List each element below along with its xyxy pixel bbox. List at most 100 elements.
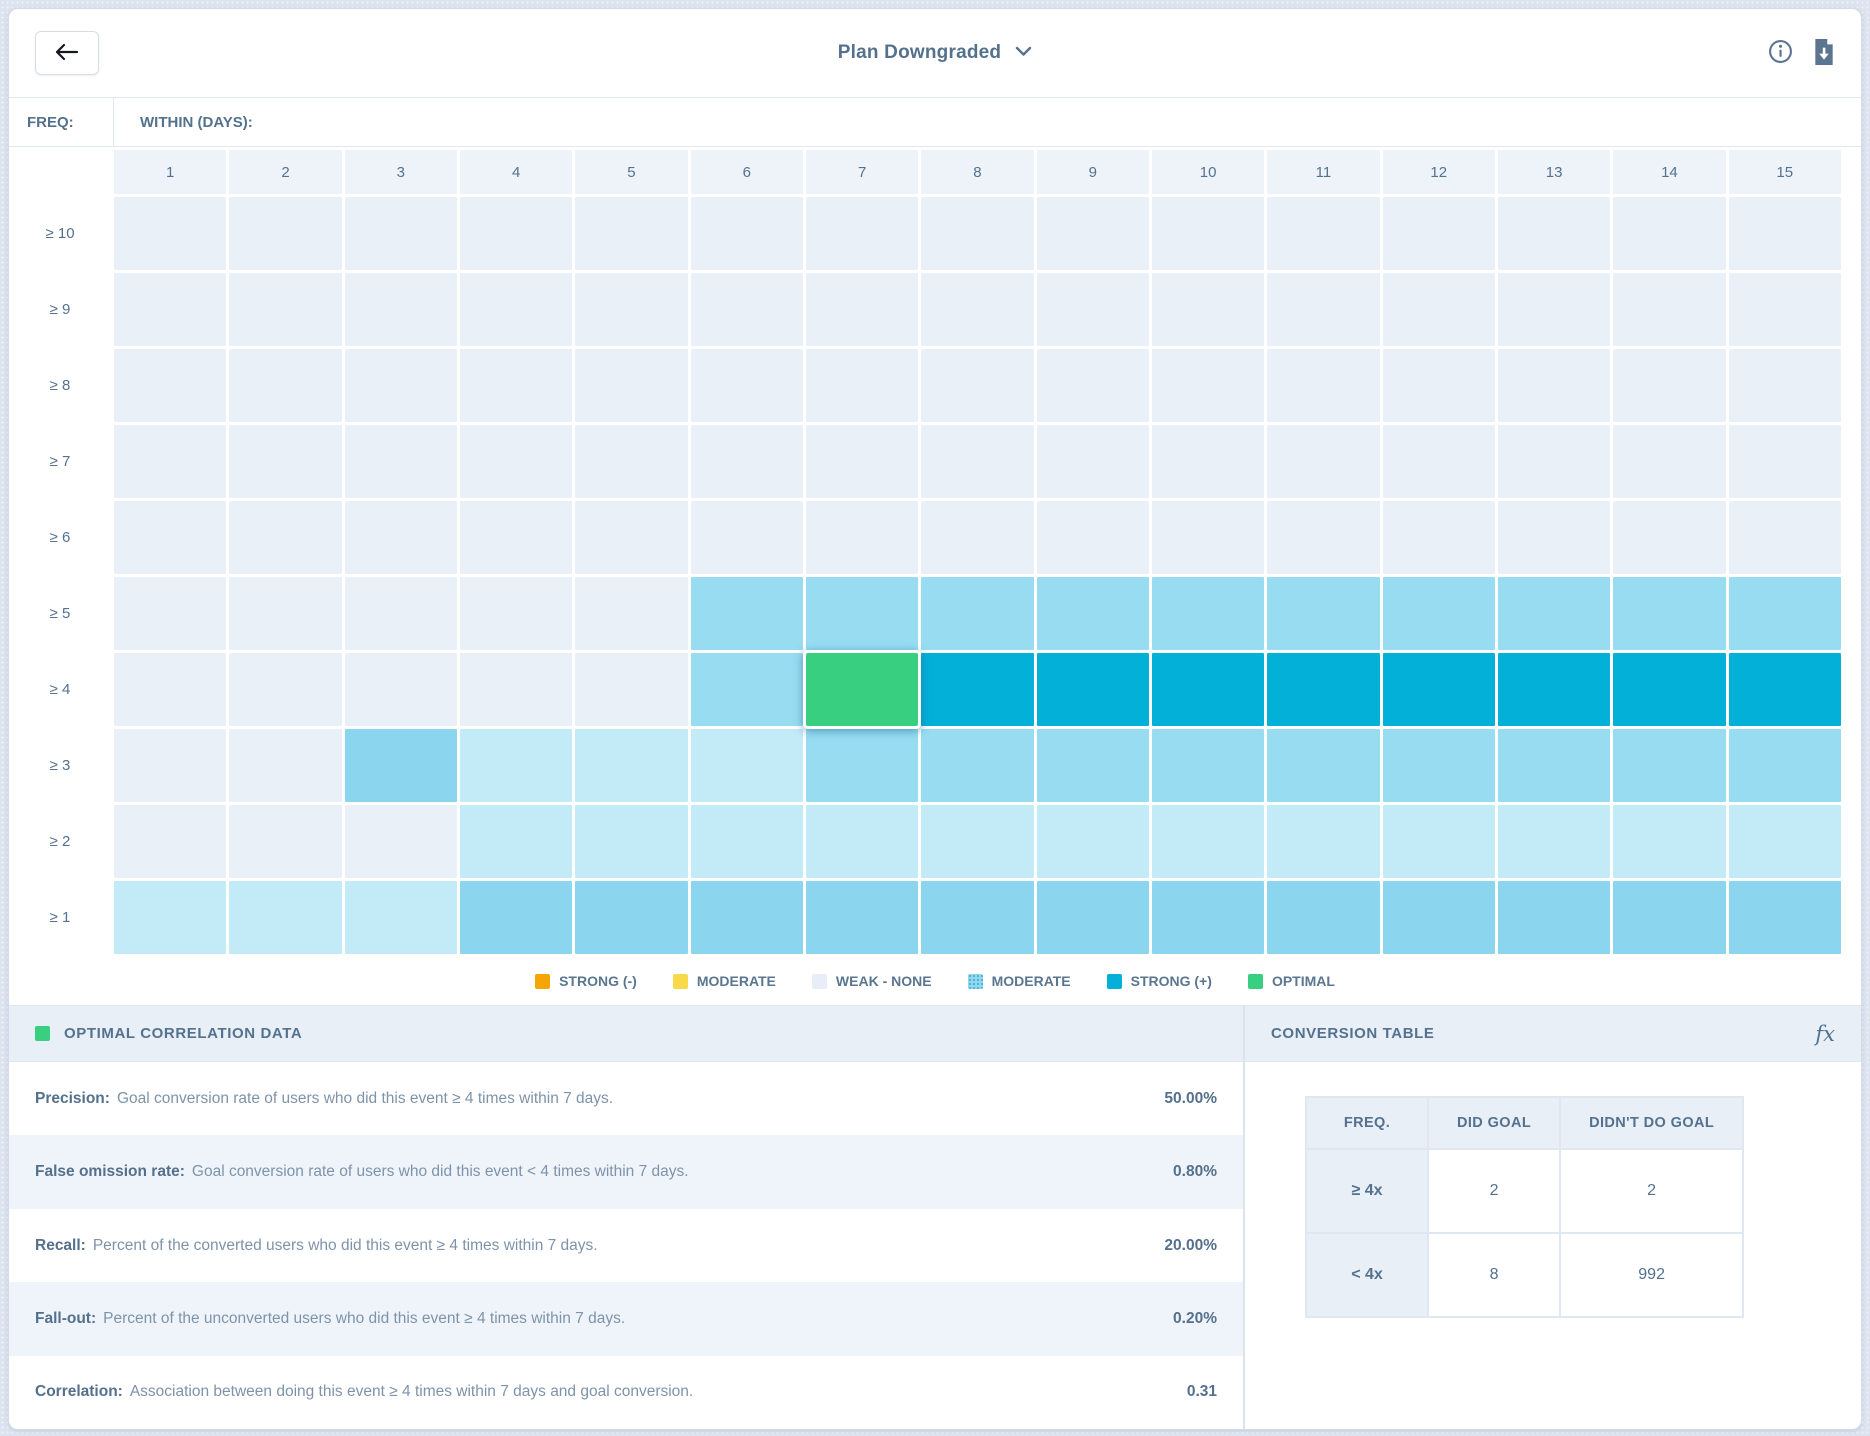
heatmap-cell[interactable] — [114, 273, 227, 346]
heatmap-cell[interactable] — [1151, 197, 1265, 270]
heatmap-cell[interactable] — [229, 577, 342, 650]
info-button[interactable] — [1768, 39, 1793, 67]
heatmap-cell[interactable] — [1036, 577, 1149, 650]
heatmap-cell[interactable] — [1382, 197, 1495, 270]
heatmap-cell[interactable] — [1151, 425, 1265, 498]
heatmap-cell[interactable] — [459, 197, 573, 270]
heatmap-cell[interactable] — [575, 881, 688, 954]
heatmap-cell[interactable] — [114, 729, 227, 802]
heatmap-cell[interactable] — [1151, 729, 1265, 802]
heatmap-cell[interactable] — [1267, 197, 1380, 270]
heatmap-cell[interactable] — [1151, 653, 1265, 726]
heatmap-cell[interactable] — [114, 197, 227, 270]
heatmap-cell[interactable] — [229, 501, 342, 574]
heatmap-cell[interactable] — [690, 729, 803, 802]
heatmap-cell[interactable] — [1382, 805, 1495, 878]
heatmap-cell[interactable] — [1497, 349, 1611, 422]
heatmap-cell[interactable] — [229, 729, 342, 802]
heatmap-cell[interactable] — [690, 197, 803, 270]
heatmap-cell[interactable] — [1613, 425, 1726, 498]
heatmap-cell[interactable] — [1613, 653, 1726, 726]
heatmap-cell[interactable] — [114, 501, 227, 574]
heatmap-cell[interactable] — [1036, 425, 1149, 498]
heatmap-cell[interactable] — [1497, 197, 1611, 270]
heatmap-cell[interactable] — [1497, 653, 1611, 726]
heatmap-cell[interactable] — [344, 197, 457, 270]
heatmap-cell[interactable] — [1036, 729, 1149, 802]
heatmap-cell[interactable] — [114, 805, 227, 878]
heatmap-cell[interactable] — [1728, 729, 1841, 802]
back-button[interactable] — [35, 31, 99, 75]
heatmap-cell[interactable] — [459, 653, 573, 726]
heatmap-cell[interactable] — [1151, 349, 1265, 422]
heatmap-cell[interactable] — [1267, 577, 1380, 650]
heatmap-cell[interactable] — [344, 501, 457, 574]
heatmap-cell[interactable] — [575, 501, 688, 574]
heatmap-cell[interactable] — [1036, 501, 1149, 574]
heatmap-cell[interactable] — [575, 425, 688, 498]
heatmap-cell[interactable] — [1267, 501, 1380, 574]
heatmap-cell[interactable] — [1728, 197, 1841, 270]
heatmap-cell[interactable] — [1382, 881, 1495, 954]
heatmap-cell[interactable] — [1151, 881, 1265, 954]
heatmap-cell[interactable] — [921, 197, 1034, 270]
heatmap-cell[interactable] — [229, 653, 342, 726]
heatmap-cell[interactable] — [690, 273, 803, 346]
heatmap-cell[interactable] — [344, 805, 457, 878]
heatmap-cell[interactable] — [805, 501, 919, 574]
heatmap-cell[interactable] — [344, 653, 457, 726]
heatmap-cell[interactable] — [1267, 729, 1380, 802]
heatmap-cell[interactable] — [1728, 577, 1841, 650]
heatmap-cell[interactable] — [1382, 729, 1495, 802]
heatmap-cell[interactable] — [1267, 653, 1380, 726]
heatmap-cell[interactable] — [1382, 653, 1495, 726]
heatmap-cell[interactable] — [690, 577, 803, 650]
heatmap-cell[interactable] — [921, 729, 1034, 802]
heatmap-cell[interactable] — [344, 425, 457, 498]
heatmap-cell[interactable] — [1267, 273, 1380, 346]
heatmap-cell[interactable] — [1382, 425, 1495, 498]
heatmap-cell[interactable] — [114, 577, 227, 650]
heatmap-cell[interactable] — [1728, 273, 1841, 346]
heatmap-cell[interactable] — [575, 805, 688, 878]
heatmap-cell[interactable] — [690, 653, 803, 726]
heatmap-cell[interactable] — [1151, 501, 1265, 574]
heatmap-cell[interactable] — [1036, 805, 1149, 878]
heatmap-cell[interactable] — [921, 425, 1034, 498]
download-button[interactable] — [1813, 38, 1835, 68]
heatmap-cell[interactable] — [459, 805, 573, 878]
heatmap-cell[interactable] — [921, 577, 1034, 650]
formula-button[interactable]: fx — [1815, 1022, 1835, 1046]
heatmap-cell[interactable] — [344, 273, 457, 346]
heatmap-cell[interactable] — [921, 349, 1034, 422]
heatmap-cell[interactable] — [805, 273, 919, 346]
heatmap-cell[interactable] — [805, 729, 919, 802]
heatmap-cell[interactable] — [344, 349, 457, 422]
heatmap-cell[interactable] — [1497, 425, 1611, 498]
heatmap-cell[interactable] — [1382, 501, 1495, 574]
heatmap-cell[interactable] — [1382, 273, 1495, 346]
heatmap-cell[interactable] — [921, 805, 1034, 878]
heatmap-cell[interactable] — [805, 197, 919, 270]
heatmap-cell[interactable] — [1497, 273, 1611, 346]
heatmap-cell[interactable] — [459, 501, 573, 574]
heatmap-cell[interactable] — [1613, 349, 1726, 422]
heatmap-cell[interactable] — [1728, 425, 1841, 498]
heatmap-cell[interactable] — [805, 881, 919, 954]
heatmap-cell[interactable] — [575, 577, 688, 650]
heatmap-cell[interactable] — [459, 577, 573, 650]
heatmap-cell[interactable] — [344, 577, 457, 650]
heatmap-cell[interactable] — [229, 805, 342, 878]
heatmap-cell[interactable] — [1613, 881, 1726, 954]
heatmap-cell[interactable] — [1382, 577, 1495, 650]
heatmap-cell[interactable] — [1036, 197, 1149, 270]
heatmap-cell[interactable] — [229, 349, 342, 422]
event-selector-dropdown[interactable]: Plan Downgraded — [838, 42, 1032, 64]
heatmap-cell[interactable] — [805, 577, 919, 650]
heatmap-cell[interactable] — [459, 425, 573, 498]
heatmap-cell[interactable] — [114, 425, 227, 498]
heatmap-cell[interactable] — [114, 881, 227, 954]
heatmap-cell[interactable] — [921, 653, 1034, 726]
heatmap-cell[interactable] — [690, 425, 803, 498]
heatmap-cell[interactable] — [1036, 273, 1149, 346]
